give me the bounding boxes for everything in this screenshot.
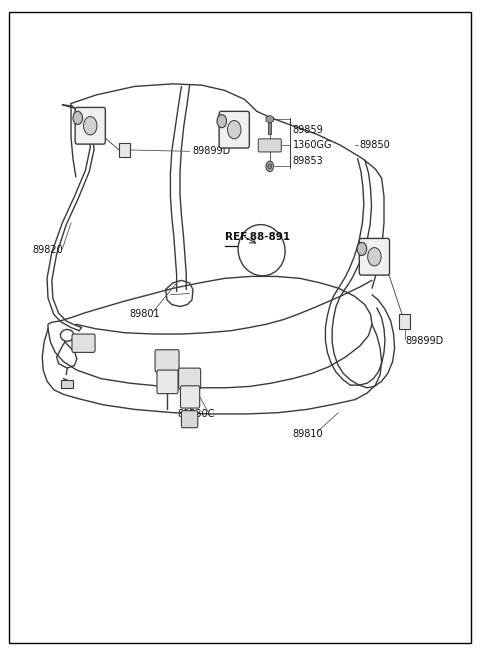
Circle shape bbox=[228, 121, 241, 139]
Bar bbox=[119, 143, 130, 157]
Text: 1360GG: 1360GG bbox=[293, 140, 332, 151]
Text: 89830C: 89830C bbox=[178, 409, 215, 419]
Text: 89850: 89850 bbox=[359, 140, 390, 151]
Circle shape bbox=[368, 248, 381, 266]
Text: 89859: 89859 bbox=[293, 124, 324, 135]
Circle shape bbox=[84, 117, 97, 135]
Bar bbox=[268, 119, 271, 134]
FancyBboxPatch shape bbox=[75, 107, 106, 144]
FancyBboxPatch shape bbox=[181, 411, 198, 428]
Circle shape bbox=[268, 164, 272, 169]
FancyBboxPatch shape bbox=[180, 386, 200, 408]
Text: 89810: 89810 bbox=[293, 428, 324, 439]
Text: 89853: 89853 bbox=[293, 156, 324, 166]
Text: 89820: 89820 bbox=[33, 245, 63, 255]
FancyBboxPatch shape bbox=[359, 238, 390, 275]
Circle shape bbox=[266, 161, 274, 172]
FancyBboxPatch shape bbox=[155, 350, 179, 372]
Bar bbox=[399, 314, 410, 329]
Ellipse shape bbox=[238, 225, 285, 276]
FancyBboxPatch shape bbox=[219, 111, 250, 148]
FancyBboxPatch shape bbox=[179, 368, 201, 389]
FancyBboxPatch shape bbox=[72, 334, 95, 352]
Circle shape bbox=[217, 115, 227, 128]
FancyBboxPatch shape bbox=[258, 139, 281, 152]
Text: 89899D: 89899D bbox=[406, 335, 444, 346]
FancyBboxPatch shape bbox=[157, 370, 178, 394]
Polygon shape bbox=[266, 115, 274, 123]
Circle shape bbox=[73, 111, 83, 124]
Bar bbox=[61, 380, 73, 388]
Ellipse shape bbox=[60, 329, 74, 341]
Text: REF.88-891: REF.88-891 bbox=[225, 232, 290, 242]
Circle shape bbox=[357, 242, 367, 255]
Text: 89899D: 89899D bbox=[192, 145, 230, 156]
Text: 89801: 89801 bbox=[130, 309, 160, 320]
